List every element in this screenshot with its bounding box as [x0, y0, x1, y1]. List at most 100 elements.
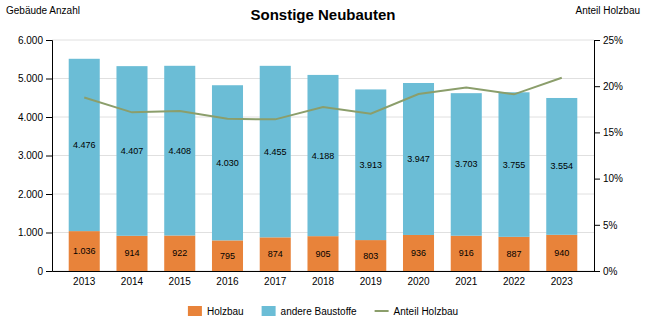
- y-tick-label: 2.000: [18, 189, 43, 200]
- y2-tick-label: 0%: [603, 266, 618, 277]
- y2-tick-mark: [594, 132, 600, 133]
- plot: 2013 2014 2015 2016 2017 2018 2019 2020 2021 2022…: [18, 35, 623, 287]
- y2-tick-label: 15%: [603, 127, 623, 138]
- data-label: 4.455: [264, 147, 287, 157]
- data-label: 4.407: [121, 146, 144, 156]
- x-tick-label: 2013: [73, 276, 96, 287]
- marks: [69, 59, 578, 271]
- x-tick-label: 2017: [264, 276, 287, 287]
- data-label: 914: [124, 248, 139, 258]
- legend-item: Anteil Holzbau: [375, 306, 458, 317]
- bar: [260, 237, 291, 271]
- x-tick: 2023: [551, 276, 574, 287]
- data-label: 3.755: [503, 160, 526, 170]
- grid: [52, 40, 594, 271]
- y-tick-label: 6.000: [18, 35, 43, 46]
- x-tick-label: 2014: [121, 276, 144, 287]
- legend-label: Anteil Holzbau: [394, 306, 458, 317]
- x-tick-label: 2019: [360, 276, 383, 287]
- bar: [546, 98, 577, 235]
- data-labels: 1.0369149227958749058039369168879404.476…: [73, 140, 573, 261]
- y2-tick: 5%: [594, 220, 618, 231]
- bar: [164, 236, 195, 271]
- data-label: 4.476: [73, 140, 96, 150]
- y2-tick-mark: [594, 225, 600, 226]
- bar: [212, 240, 243, 271]
- axis-line: [46, 41, 53, 272]
- y-tick-mark: [46, 233, 52, 234]
- bar: [69, 59, 100, 231]
- axis-line: [595, 41, 601, 272]
- y-tick-label: 5.000: [18, 73, 43, 84]
- data-label: 3.913: [359, 160, 382, 170]
- y2-tick: 0%: [594, 266, 618, 277]
- x-tick: 2014: [121, 276, 144, 287]
- x-tick: 2019: [360, 276, 383, 287]
- y2-tick-mark: [594, 271, 600, 272]
- y-tick-label: 0: [37, 266, 43, 277]
- data-label: 3.703: [455, 159, 478, 169]
- bar-series: [69, 59, 578, 241]
- y-tick-mark: [46, 271, 52, 272]
- y2-tick: 15%: [594, 127, 623, 138]
- y-tick-mark: [46, 194, 52, 195]
- bar: [546, 235, 577, 271]
- y2-tick-label: 25%: [603, 35, 623, 46]
- bar: [498, 237, 529, 271]
- legend-label: andere Baustoffe: [281, 306, 357, 317]
- x-tick: 2018: [312, 276, 335, 287]
- legend-swatch: [375, 310, 389, 312]
- x-tick: 2020: [407, 276, 430, 287]
- chart: 2013 2014 2015 2016 2017 2018 2019 2020 2021 2022…: [0, 0, 646, 323]
- axis-line: [53, 271, 595, 272]
- bar: [451, 236, 482, 271]
- bar: [355, 240, 386, 271]
- x-tick: 2013: [73, 276, 96, 287]
- data-label: 936: [411, 248, 426, 258]
- data-label: 887: [506, 249, 521, 259]
- data-label: 905: [315, 249, 330, 259]
- x-tick-label: 2018: [312, 276, 335, 287]
- x-tick: 2015: [169, 276, 192, 287]
- bar: [116, 236, 147, 271]
- bar: [451, 93, 482, 236]
- y2-tick-label: 20%: [603, 81, 623, 92]
- bar-series: [69, 231, 578, 271]
- bar: [307, 236, 338, 271]
- y-tick: 2.000: [18, 189, 52, 200]
- data-label: 795: [220, 251, 235, 261]
- data-label: 4.030: [216, 158, 239, 168]
- legend-item: andere Baustoffe: [262, 306, 357, 317]
- bar: [212, 85, 243, 240]
- y2-axis: 0% 5% 10% 15% 20% 25%: [594, 35, 623, 277]
- bar: [403, 235, 434, 271]
- bar: [116, 66, 147, 236]
- y2-tick-label: 5%: [603, 220, 618, 231]
- y-tick: 3.000: [18, 150, 52, 161]
- bar: [69, 231, 100, 271]
- y-tick-label: 3.000: [18, 150, 43, 161]
- data-label: 803: [363, 251, 378, 261]
- legend-swatch: [262, 306, 276, 316]
- x-tick: 2021: [455, 276, 478, 287]
- y-tick-mark: [46, 156, 52, 157]
- data-label: 4.408: [168, 146, 191, 156]
- x-tick: 2016: [216, 276, 239, 287]
- x-tick: 2017: [264, 276, 287, 287]
- x-tick-label: 2022: [503, 276, 526, 287]
- data-label: 4.188: [312, 151, 335, 161]
- data-label: 3.554: [551, 161, 574, 171]
- x-tick-label: 2015: [169, 276, 192, 287]
- y-tick-label: 4.000: [18, 112, 43, 123]
- y-tick: 6.000: [18, 35, 52, 46]
- x-tick: 2022: [503, 276, 526, 287]
- y-tick: 4.000: [18, 112, 52, 123]
- y-tick: 5.000: [18, 73, 52, 84]
- legend-swatch: [188, 306, 202, 316]
- y-tick: 0: [37, 266, 52, 277]
- y2-tick-mark: [594, 40, 600, 41]
- y2-tick: 25%: [594, 35, 623, 46]
- y2-tick-label: 10%: [603, 173, 623, 184]
- y2-tick-mark: [594, 179, 600, 180]
- x-tick-label: 2021: [455, 276, 478, 287]
